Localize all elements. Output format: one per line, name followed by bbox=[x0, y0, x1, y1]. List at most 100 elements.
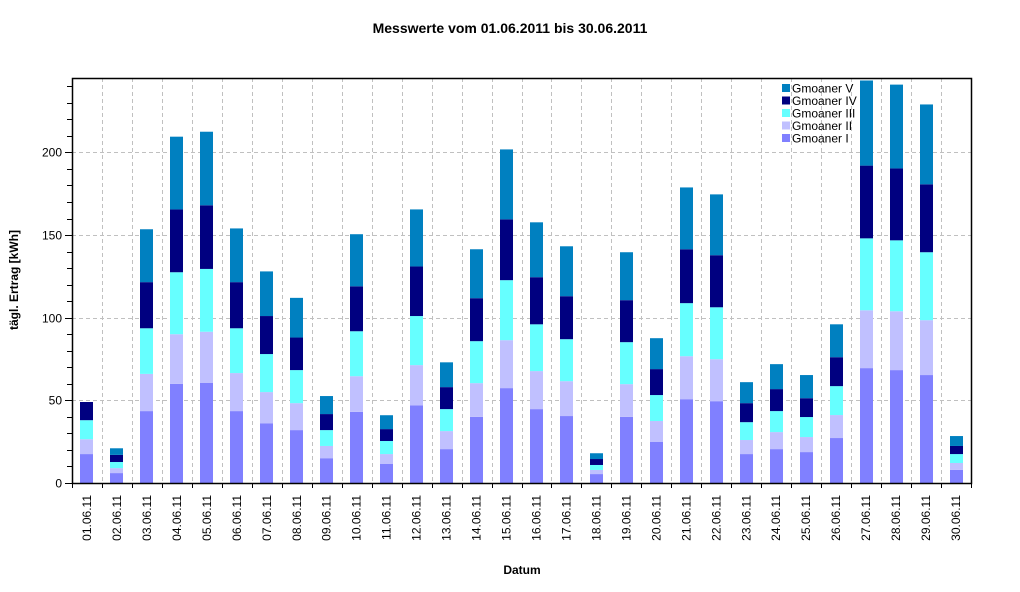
bar-stack bbox=[410, 209, 423, 483]
bar-segment bbox=[920, 184, 933, 253]
bar-segment bbox=[830, 357, 843, 387]
bar-segment bbox=[410, 266, 423, 317]
x-tick-label: 25.06.11 bbox=[799, 495, 813, 541]
bar-segment bbox=[230, 228, 243, 283]
bar-segment bbox=[950, 436, 963, 446]
bar-stack bbox=[200, 131, 213, 483]
bar-segment bbox=[200, 205, 213, 269]
bar-segment bbox=[230, 373, 243, 412]
bar-segment bbox=[920, 104, 933, 185]
x-tick-label: 03.06.11 bbox=[140, 495, 154, 541]
bar-stack bbox=[170, 136, 183, 483]
bar-segment bbox=[80, 439, 93, 455]
bar-segment bbox=[350, 286, 363, 332]
bar-segment bbox=[560, 296, 573, 340]
bar-segment bbox=[860, 238, 873, 311]
bar-stack bbox=[680, 187, 693, 483]
bar-segment bbox=[740, 403, 753, 423]
bar-segment bbox=[560, 339, 573, 382]
bar-segment bbox=[800, 398, 813, 418]
bar-segment bbox=[710, 401, 723, 483]
bar-segment bbox=[350, 376, 363, 412]
x-tick-label: 11.06.11 bbox=[380, 495, 394, 540]
bar-segment bbox=[410, 209, 423, 267]
bar-segment bbox=[770, 449, 783, 483]
bar-segment bbox=[290, 297, 303, 338]
x-tick-label: 23.06.11 bbox=[739, 495, 753, 541]
bar-segment bbox=[200, 331, 213, 383]
bar-segment bbox=[110, 468, 123, 474]
bar-segment bbox=[770, 432, 783, 450]
bar-segment bbox=[110, 454, 123, 463]
x-tick-label: 24.06.11 bbox=[769, 495, 783, 541]
bar-series bbox=[80, 80, 963, 483]
bar-segment bbox=[860, 310, 873, 369]
bar-segment bbox=[80, 454, 93, 483]
bar-segment bbox=[560, 381, 573, 417]
bar-segment bbox=[530, 277, 543, 325]
bar-segment bbox=[470, 383, 483, 417]
x-tick-label: 10.06.11 bbox=[350, 495, 364, 541]
bar-stack bbox=[590, 453, 603, 483]
bar-segment bbox=[440, 431, 453, 450]
bar-segment bbox=[620, 252, 633, 301]
bar-segment bbox=[380, 415, 393, 430]
bar-segment bbox=[140, 328, 153, 374]
x-tick-label: 13.06.11 bbox=[440, 495, 454, 541]
bar-stack bbox=[470, 249, 483, 483]
bar-segment bbox=[890, 311, 903, 371]
x-tick-label: 14.06.11 bbox=[470, 495, 484, 541]
x-tick-label: 04.06.11 bbox=[170, 495, 184, 541]
x-tick-label: 05.06.11 bbox=[200, 495, 214, 541]
bar-segment bbox=[440, 362, 453, 388]
bar-stack bbox=[830, 324, 843, 483]
bar-segment bbox=[500, 149, 513, 220]
bar-segment bbox=[770, 389, 783, 412]
bar-stack bbox=[950, 436, 963, 483]
bar-segment bbox=[590, 474, 603, 483]
legend-swatch bbox=[782, 109, 790, 117]
x-tick-label: 02.06.11 bbox=[110, 495, 124, 541]
legend-label: Gmoaner I bbox=[792, 132, 849, 146]
bar-stack bbox=[710, 194, 723, 483]
bar-stack bbox=[320, 396, 333, 483]
bar-segment bbox=[830, 386, 843, 416]
bar-segment bbox=[260, 354, 273, 393]
bar-segment bbox=[320, 445, 333, 459]
bar-segment bbox=[830, 415, 843, 439]
x-tick-label: 18.06.11 bbox=[589, 495, 603, 541]
bar-segment bbox=[140, 411, 153, 483]
bar-stack bbox=[530, 222, 543, 483]
bar-segment bbox=[290, 430, 303, 483]
bar-segment bbox=[710, 359, 723, 402]
bar-segment bbox=[920, 320, 933, 376]
bar-segment bbox=[410, 316, 423, 366]
bar-segment bbox=[320, 414, 333, 431]
chart-title: Messwerte vom 01.06.2011 bis 30.06.2011 bbox=[372, 20, 648, 36]
bar-segment bbox=[170, 334, 183, 384]
bar-segment bbox=[290, 337, 303, 371]
x-tick-label: 01.06.11 bbox=[80, 495, 94, 541]
bar-segment bbox=[380, 441, 393, 455]
bar-stack bbox=[770, 364, 783, 483]
x-tick-label: 21.06.11 bbox=[679, 495, 693, 541]
bar-segment bbox=[440, 409, 453, 432]
bar-segment bbox=[470, 249, 483, 299]
bar-segment bbox=[110, 462, 123, 469]
bar-segment bbox=[620, 300, 633, 343]
bar-segment bbox=[650, 338, 663, 370]
bar-segment bbox=[830, 438, 843, 483]
bar-segment bbox=[140, 373, 153, 412]
bar-stack bbox=[920, 104, 933, 483]
bar-stack bbox=[350, 234, 363, 483]
bar-segment bbox=[320, 458, 333, 483]
bar-segment bbox=[200, 268, 213, 332]
bar-stack bbox=[620, 252, 633, 483]
legend-swatch bbox=[782, 84, 790, 92]
x-tick-label: 30.06.11 bbox=[949, 495, 963, 541]
bar-segment bbox=[350, 331, 363, 377]
bar-segment bbox=[890, 370, 903, 483]
bar-segment bbox=[620, 342, 633, 385]
y-tick-label: 150 bbox=[42, 229, 62, 243]
bar-segment bbox=[830, 324, 843, 358]
